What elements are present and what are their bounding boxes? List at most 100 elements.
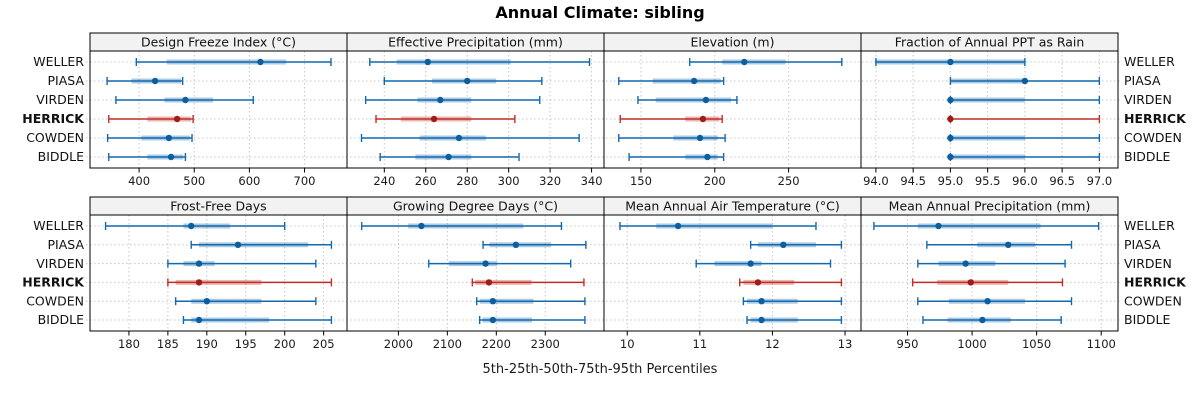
median-dot bbox=[203, 298, 211, 305]
axis-tick-label: 2000 bbox=[384, 337, 413, 351]
station-label-left-virden: VIRDEN bbox=[36, 256, 84, 271]
median-dot bbox=[167, 153, 175, 161]
chart-title: Annual Climate: sibling bbox=[495, 3, 705, 22]
axis-tick-label: 2100 bbox=[433, 337, 462, 351]
interval-biddle bbox=[947, 153, 1101, 161]
median-dot bbox=[234, 241, 242, 248]
interval-weller bbox=[875, 58, 1026, 66]
median-dot bbox=[464, 77, 471, 85]
median-dot bbox=[173, 115, 181, 123]
axis-tick-label: 280 bbox=[456, 174, 478, 188]
station-label-right-biddle: BIDDLE bbox=[1124, 312, 1170, 327]
interval-biddle bbox=[628, 153, 725, 161]
interval-piasa bbox=[749, 240, 843, 249]
interval-cowden bbox=[917, 297, 1073, 306]
median-dot bbox=[418, 222, 425, 230]
axis-tick-label: 240 bbox=[373, 174, 395, 188]
median-dot bbox=[741, 58, 748, 66]
panel-border bbox=[346, 50, 605, 169]
median-dot bbox=[195, 260, 203, 267]
interval-piasa bbox=[190, 240, 333, 249]
panel-frost-free-days: Frost-Free Days 180 185 190 195 200 205 bbox=[89, 196, 348, 351]
interval-cowden bbox=[476, 297, 586, 306]
interval-virden bbox=[167, 259, 317, 268]
axis-tick-label: 205 bbox=[313, 337, 335, 351]
station-label-right-piasa: PIASA bbox=[1124, 237, 1161, 252]
median-dot bbox=[984, 298, 991, 305]
median-dot bbox=[967, 279, 974, 286]
axis-tick-label: 11 bbox=[693, 337, 708, 351]
interval-cowden bbox=[106, 134, 193, 142]
interval-virden bbox=[428, 259, 572, 268]
station-label-right-cowden: COWDEN bbox=[1124, 293, 1182, 308]
axis-tick-label: 400 bbox=[128, 174, 150, 188]
interval-weller bbox=[688, 58, 843, 66]
median-dot bbox=[758, 316, 765, 324]
interval-piasa bbox=[482, 240, 587, 249]
interval-herrick bbox=[911, 278, 1064, 287]
axis-tick-label: 12 bbox=[765, 337, 780, 351]
station-label-left-piasa: PIASA bbox=[48, 237, 85, 252]
station-label-right-weller: WELLER bbox=[1124, 54, 1175, 69]
interval-weller bbox=[135, 58, 332, 66]
interval-herrick bbox=[108, 115, 194, 123]
median-dot bbox=[1005, 241, 1012, 248]
station-label-right-biddle: BIDDLE bbox=[1124, 149, 1170, 164]
panel-effective-precipitation-mm: Effective Precipitation (mm) 240 260 280 300… bbox=[346, 32, 605, 188]
median-dot bbox=[674, 222, 682, 230]
median-dot bbox=[758, 298, 765, 305]
median-dot bbox=[188, 222, 195, 230]
station-label-left-herrick: HERRICK bbox=[22, 275, 85, 290]
median-dot bbox=[704, 153, 711, 161]
median-dot bbox=[962, 260, 969, 267]
interval-piasa bbox=[618, 77, 725, 85]
median-dot bbox=[485, 279, 493, 286]
interval-cowden bbox=[742, 297, 843, 306]
axis-tick-label: 96.0 bbox=[1012, 174, 1038, 188]
median-dot bbox=[696, 134, 704, 142]
median-dot bbox=[947, 96, 954, 104]
axis-tick-label: 2200 bbox=[482, 337, 511, 351]
interval-herrick bbox=[471, 278, 585, 287]
axis-tick-label: 195 bbox=[235, 337, 257, 351]
panel-strip-title: Design Freeze Index (°C) bbox=[141, 35, 296, 50]
interval-piasa bbox=[106, 77, 184, 85]
station-label-left-herrick: HERRICK bbox=[22, 111, 85, 126]
interval-weller bbox=[873, 222, 1100, 230]
panel-fraction-of-annual-ppt-as-rain: Fraction of Annual PPT as Rain 94.0 94.5 95… bbox=[860, 32, 1119, 188]
interval-herrick bbox=[375, 115, 516, 123]
interval-weller bbox=[619, 222, 817, 230]
median-dot bbox=[151, 77, 159, 85]
median-dot bbox=[165, 134, 173, 142]
axis-tick-label: 950 bbox=[897, 337, 919, 351]
station-label-left-biddle: BIDDLE bbox=[38, 149, 84, 164]
axis-tick-label: 320 bbox=[539, 174, 561, 188]
interval-herrick bbox=[167, 278, 333, 287]
median-dot bbox=[489, 298, 497, 305]
axis-tick-label: 185 bbox=[157, 337, 179, 351]
axis-tick-label: 340 bbox=[581, 174, 603, 188]
axis-tick-label: 94.5 bbox=[900, 174, 926, 188]
interval-biddle bbox=[746, 316, 843, 324]
median-dot bbox=[437, 96, 444, 104]
axis-tick-label: 260 bbox=[415, 174, 437, 188]
station-label-left-cowden: COWDEN bbox=[26, 293, 84, 308]
interval-virden bbox=[115, 96, 254, 104]
axis-tick-label: 250 bbox=[778, 174, 800, 188]
panel-border bbox=[89, 50, 348, 169]
station-label-left-biddle: BIDDLE bbox=[38, 312, 84, 327]
axis-tick-label: 300 bbox=[498, 174, 520, 188]
interval-piasa bbox=[949, 77, 1101, 85]
median-dot bbox=[445, 153, 452, 161]
median-dot bbox=[257, 58, 264, 66]
panel-strip-title: Effective Precipitation (mm) bbox=[388, 35, 563, 50]
station-label-right-virden: VIRDEN bbox=[1124, 92, 1172, 107]
station-label-right-cowden: COWDEN bbox=[1124, 130, 1182, 145]
panel-strip bbox=[860, 196, 1119, 216]
median-dot bbox=[702, 96, 710, 104]
panel-design-freeze-index-c: Design Freeze Index (°C) 400 500 600 700 bbox=[89, 32, 348, 188]
interval-herrick bbox=[947, 115, 1101, 123]
interval-virden bbox=[637, 96, 738, 104]
axis-tick-label: 500 bbox=[183, 174, 205, 188]
